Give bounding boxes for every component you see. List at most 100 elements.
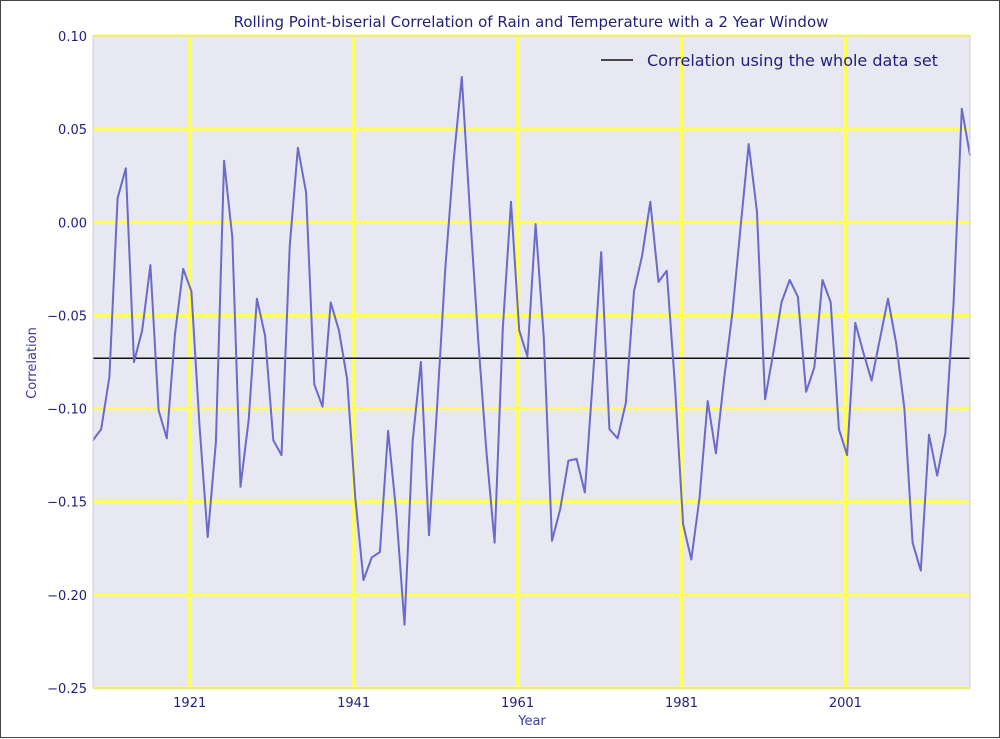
data-point bbox=[862, 351, 865, 354]
x-axis-title: Year bbox=[517, 714, 546, 729]
data-point bbox=[198, 426, 201, 429]
data-point bbox=[731, 312, 734, 315]
data-point bbox=[870, 379, 873, 382]
grid bbox=[93, 34, 970, 690]
data-point bbox=[797, 296, 799, 298]
data-point bbox=[624, 402, 627, 404]
data-point bbox=[592, 376, 594, 378]
data-point bbox=[124, 167, 127, 170]
data-point bbox=[321, 405, 324, 408]
data-point bbox=[116, 197, 119, 199]
legend-label: Correlation using the whole data set bbox=[647, 51, 938, 70]
data-point bbox=[305, 191, 307, 194]
data-point bbox=[715, 452, 717, 455]
data-point bbox=[920, 569, 922, 572]
data-point bbox=[485, 450, 488, 453]
rolling-correlation-line bbox=[92, 76, 971, 626]
data-point bbox=[944, 431, 947, 434]
data-point bbox=[387, 430, 389, 432]
data-point bbox=[231, 236, 234, 238]
data-point bbox=[428, 534, 430, 537]
data-point bbox=[141, 329, 143, 332]
y-tick-label: 0.10 bbox=[58, 30, 87, 45]
data-point bbox=[329, 301, 332, 304]
data-point bbox=[952, 301, 955, 304]
data-point bbox=[256, 297, 258, 300]
y-tick-label: −0.25 bbox=[47, 682, 87, 697]
data-point bbox=[411, 439, 414, 442]
data-point bbox=[829, 301, 832, 304]
data-point bbox=[600, 251, 602, 253]
y-axis-ticks: −0.25 −0.20 −0.15 −0.10 −0.05 0.00 0.05 0.10 bbox=[47, 30, 87, 697]
data-point bbox=[633, 290, 635, 293]
data-point bbox=[657, 281, 660, 283]
data-point bbox=[821, 279, 824, 281]
data-point bbox=[739, 227, 742, 229]
data-point bbox=[239, 486, 242, 488]
data-point bbox=[264, 335, 266, 337]
data-point bbox=[526, 355, 529, 358]
data-point bbox=[190, 290, 193, 293]
data-point bbox=[641, 255, 643, 257]
data-point bbox=[936, 474, 939, 477]
data-point bbox=[854, 322, 857, 324]
data-point bbox=[887, 297, 889, 300]
data-point bbox=[182, 268, 184, 270]
y-axis-title: Correlation bbox=[25, 327, 40, 399]
legend: Correlation using the whole data set bbox=[601, 51, 938, 70]
x-tick-label: 1961 bbox=[501, 696, 534, 711]
data-point bbox=[338, 329, 340, 332]
data-point bbox=[805, 391, 807, 393]
chart-title: Rolling Point-biserial Correlation of Ra… bbox=[234, 13, 829, 31]
data-point bbox=[206, 536, 209, 538]
data-point bbox=[575, 458, 578, 460]
data-point bbox=[436, 404, 439, 406]
data-point bbox=[297, 146, 299, 149]
data-point bbox=[608, 428, 611, 430]
y-tick-label: 0.05 bbox=[58, 123, 87, 138]
data-point bbox=[551, 540, 553, 542]
x-tick-label: 1941 bbox=[337, 696, 370, 711]
plot-border bbox=[92, 35, 971, 689]
data-point bbox=[215, 441, 217, 443]
data-point bbox=[518, 329, 521, 332]
data-point bbox=[165, 437, 168, 440]
y-tick-label: −0.20 bbox=[47, 589, 87, 604]
data-point bbox=[223, 160, 225, 162]
data-point bbox=[616, 437, 619, 440]
data-point bbox=[772, 351, 775, 354]
y-tick-label: −0.15 bbox=[47, 496, 87, 511]
data-point bbox=[100, 428, 102, 430]
data-point bbox=[665, 269, 668, 272]
data-point bbox=[542, 336, 545, 339]
data-point bbox=[756, 210, 758, 212]
data-point bbox=[174, 333, 176, 335]
plot-area bbox=[93, 36, 970, 688]
data-point bbox=[780, 301, 783, 304]
data-point bbox=[788, 279, 791, 281]
data-point bbox=[706, 400, 709, 402]
data-point bbox=[288, 245, 291, 248]
data-point bbox=[452, 160, 455, 162]
data-point bbox=[838, 428, 840, 430]
data-point bbox=[420, 361, 422, 363]
data-point bbox=[895, 342, 898, 345]
data-point bbox=[346, 377, 348, 380]
x-tick-label: 1981 bbox=[665, 696, 698, 711]
data-point bbox=[911, 541, 914, 544]
data-point bbox=[698, 497, 701, 499]
data-point bbox=[395, 512, 398, 514]
data-point bbox=[903, 407, 906, 410]
data-point bbox=[674, 383, 676, 386]
data-point bbox=[379, 551, 381, 553]
y-tick-label: 0.00 bbox=[58, 216, 87, 231]
data-point bbox=[133, 361, 135, 363]
data-point bbox=[313, 383, 316, 386]
data-point bbox=[444, 266, 447, 268]
data-point bbox=[477, 338, 480, 341]
data-point bbox=[469, 212, 471, 214]
data-point bbox=[879, 338, 881, 341]
data-point bbox=[534, 223, 537, 225]
data-point bbox=[690, 558, 693, 561]
